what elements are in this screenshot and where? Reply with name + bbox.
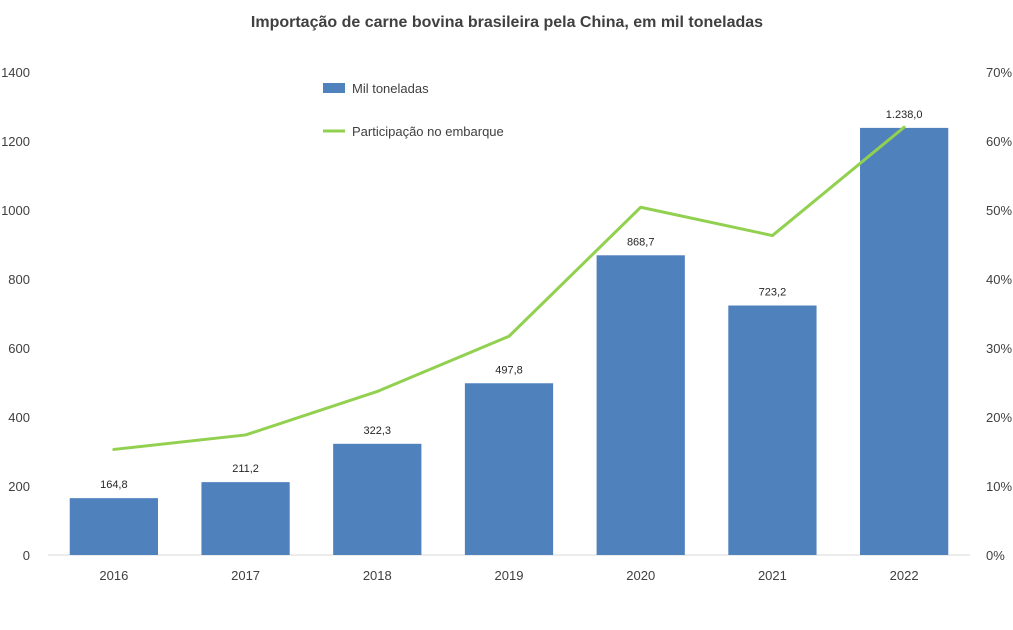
y-left-tick-label: 200 <box>8 479 30 494</box>
x-tick-label: 2022 <box>890 568 919 583</box>
bar <box>333 443 422 555</box>
x-tick-label: 2020 <box>626 568 655 583</box>
legend-label-bar: Mil toneladas <box>352 81 429 96</box>
bars <box>69 127 949 555</box>
bar-labels: 164,8 211,2 322,3 497,8 868,7 723,2 1.238,0 <box>100 109 922 491</box>
right-axis: 0% 10% 20% 30% 40% 50% 60% 70% <box>986 65 1012 563</box>
y-left-tick-label: 0 <box>23 548 30 563</box>
y-right-tick-label: 20% <box>986 410 1012 425</box>
line-series <box>112 125 906 451</box>
chart-title: Importação de carne bovina brasileira pe… <box>251 14 763 31</box>
legend-label-line: Participação no embarque <box>352 124 504 139</box>
bar-data-label: 497,8 <box>495 364 523 376</box>
legend: Mil toneladas Participação no embarque <box>323 81 504 139</box>
bar-data-label: 211,2 <box>232 463 259 475</box>
bar-data-label: 164,8 <box>100 479 128 491</box>
bar <box>69 498 158 555</box>
y-right-tick-label: 10% <box>986 479 1012 494</box>
y-left-tick-label: 800 <box>8 272 30 287</box>
bar-data-label: 1.238,0 <box>886 109 923 121</box>
y-right-tick-label: 0% <box>986 548 1005 563</box>
y-right-tick-label: 60% <box>986 134 1012 149</box>
x-axis-ticks: 2016 2017 2018 2019 2020 2021 2022 <box>99 568 918 583</box>
left-axis: 0 200 400 600 800 1000 1200 1400 <box>1 65 30 563</box>
line-participacao <box>112 125 906 451</box>
x-tick-label: 2016 <box>99 568 128 583</box>
x-tick-label: 2019 <box>495 568 524 583</box>
bar-data-label: 868,7 <box>627 236 655 248</box>
y-right-tick-label: 70% <box>986 65 1012 80</box>
y-right-tick-label: 40% <box>986 272 1012 287</box>
bar-data-label: 723,2 <box>759 286 787 298</box>
legend-swatch-bar <box>323 83 345 93</box>
y-left-tick-label: 1200 <box>1 134 30 149</box>
y-left-tick-label: 1000 <box>1 203 30 218</box>
y-right-tick-label: 50% <box>986 203 1012 218</box>
y-right-tick-label: 30% <box>986 341 1012 356</box>
bar <box>860 127 949 555</box>
bar <box>201 482 290 555</box>
bar <box>728 305 817 555</box>
bar <box>464 383 554 555</box>
bar <box>596 255 685 555</box>
x-tick-label: 2021 <box>758 568 787 583</box>
y-left-tick-label: 1400 <box>1 65 30 80</box>
y-left-tick-label: 600 <box>8 341 30 356</box>
bar-data-label: 322,3 <box>364 425 392 437</box>
y-left-tick-label: 400 <box>8 410 30 425</box>
x-tick-label: 2018 <box>363 568 392 583</box>
x-tick-label: 2017 <box>231 568 260 583</box>
